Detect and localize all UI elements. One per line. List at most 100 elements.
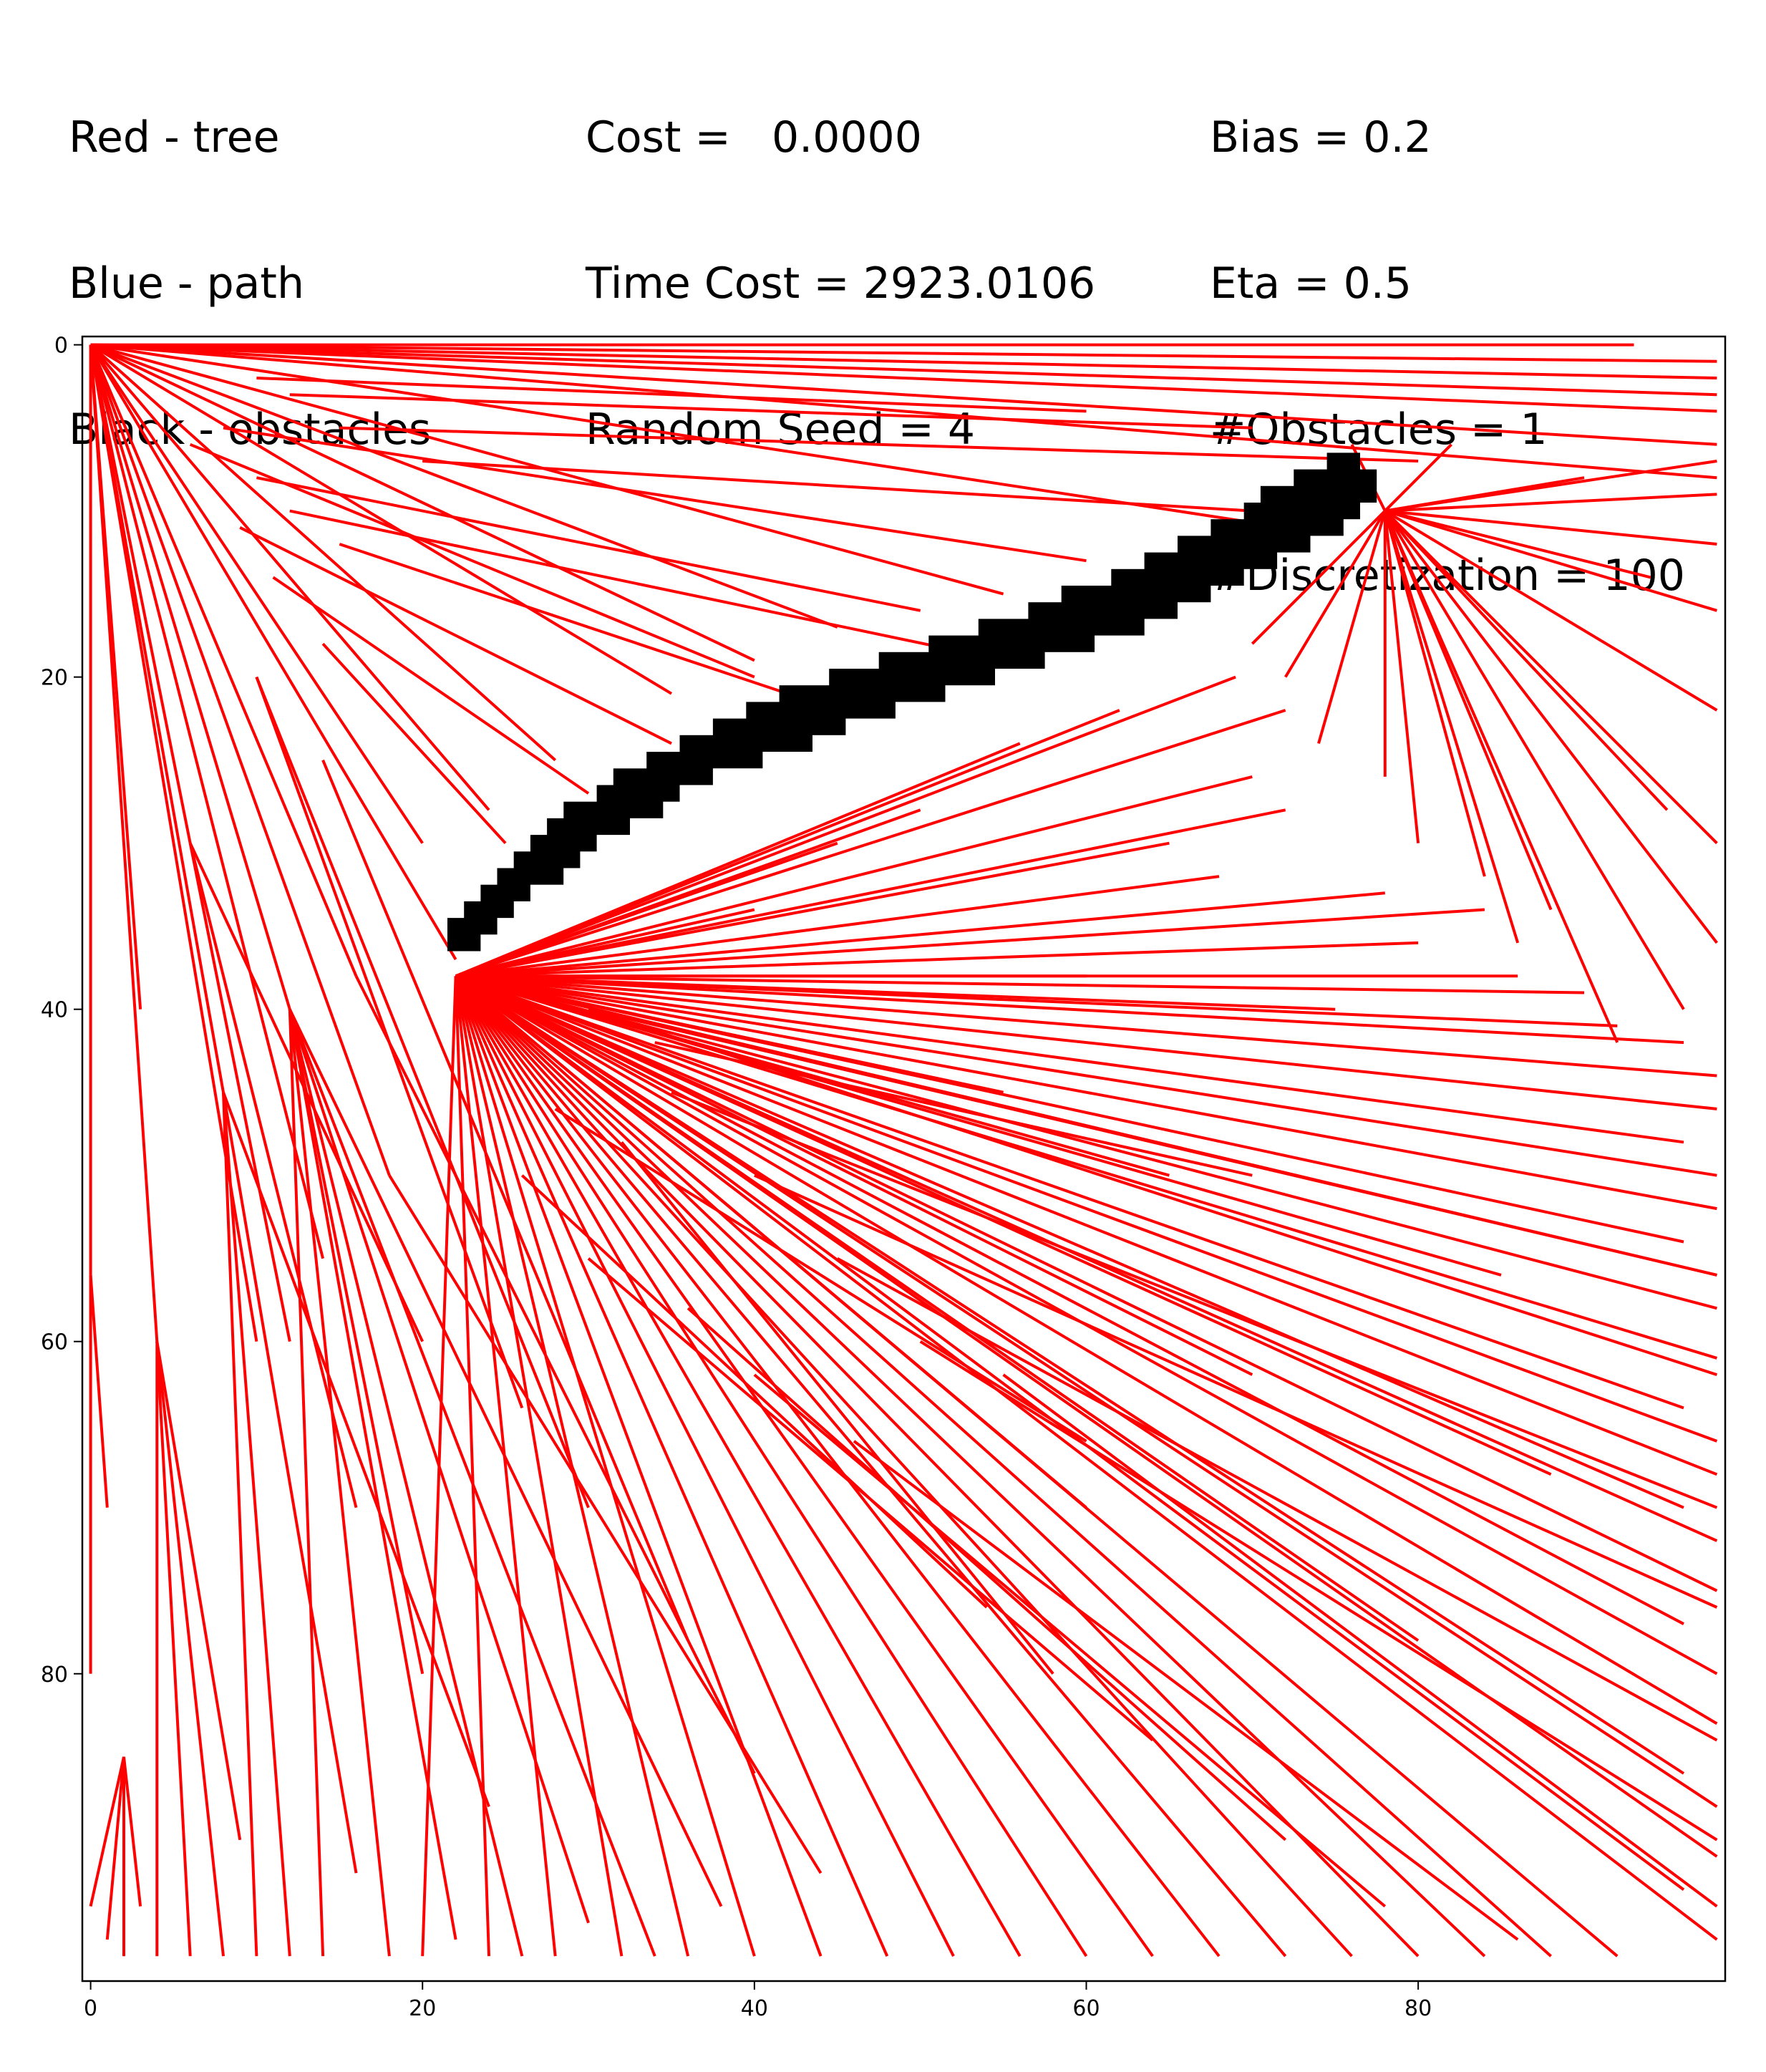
tree-edge xyxy=(255,676,590,1509)
tree-edge xyxy=(89,344,457,961)
tree-edge xyxy=(89,344,424,844)
tree-edge xyxy=(189,442,755,679)
axes-frame xyxy=(81,335,1727,1983)
tree-edge xyxy=(455,974,1718,1476)
tree-edge xyxy=(455,974,1685,1892)
tree-edge xyxy=(455,974,1253,1376)
tree-edge xyxy=(454,975,756,1957)
x-tick-label: 20 xyxy=(409,1996,436,2021)
tree-edge xyxy=(836,1257,1718,1742)
y-tick-label: 0 xyxy=(54,334,68,359)
tree-edges xyxy=(89,343,1718,1957)
tree-edge xyxy=(455,974,1718,1809)
tree-edge xyxy=(1384,443,1452,513)
tree-edge xyxy=(222,1092,358,1874)
tree-edge xyxy=(455,974,1717,1110)
tree-edge xyxy=(288,1009,424,1675)
tree-edge xyxy=(455,974,1717,1078)
tree-edge xyxy=(455,974,1718,1592)
legend-path-label: Blue - path xyxy=(69,258,304,309)
tree-edge xyxy=(455,974,1486,1957)
cost-label: Cost = 0.0000 xyxy=(586,112,922,163)
tree-edge xyxy=(1383,510,1486,877)
y-tick-label: 40 xyxy=(41,998,68,1023)
tree-edge xyxy=(455,974,1684,1509)
axis-ticks: 0 20 40 60 80 0 20 40 60 80 xyxy=(41,334,1432,2021)
tree-edge xyxy=(455,974,1684,1625)
tree-edge xyxy=(1383,510,1420,843)
tree-edge xyxy=(455,974,1718,1443)
tree-edge xyxy=(90,343,1717,363)
tree-edge xyxy=(89,343,755,662)
tree-edge xyxy=(1317,510,1387,744)
tree-edge xyxy=(455,974,1717,1310)
tree-edge xyxy=(587,1257,1154,1742)
tree-edge xyxy=(454,975,1022,1957)
tree-edge xyxy=(454,976,557,1957)
tree-edge xyxy=(321,642,507,845)
tree-edge xyxy=(256,476,921,612)
tree-edge xyxy=(455,974,1585,994)
tree-edge xyxy=(753,1373,1387,1908)
tree-edge xyxy=(90,343,1717,397)
y-tick-label: 80 xyxy=(41,1662,68,1688)
tree-edge xyxy=(455,808,1286,978)
tree-edge xyxy=(455,974,1684,1144)
tree-edge xyxy=(89,344,192,844)
tree-edge xyxy=(89,344,358,977)
tree-edge xyxy=(89,344,490,811)
tree-edge xyxy=(455,891,1385,978)
tree-edge xyxy=(288,1009,325,1957)
tree-edge xyxy=(388,1174,823,1874)
tree-edge xyxy=(455,974,1684,1410)
tree-edge xyxy=(455,974,1684,1045)
tree-edge xyxy=(455,974,1717,1177)
tree-edge xyxy=(155,1341,225,1957)
tree-edge xyxy=(455,875,1220,978)
y-tick-label: 20 xyxy=(41,666,68,691)
tree-edge xyxy=(1384,493,1717,513)
tree-edge xyxy=(686,1307,1287,1841)
tree-edge xyxy=(89,1756,125,1907)
tree-edge xyxy=(89,344,391,1176)
eta-label: Eta = 0.5 xyxy=(1210,258,1412,309)
tree-edge xyxy=(1384,510,1718,944)
tree-edge xyxy=(919,1340,1718,1841)
tree-edge xyxy=(222,1092,258,1957)
tree-edge xyxy=(455,775,1253,978)
tree-edge xyxy=(455,841,838,978)
tree-edge xyxy=(1384,509,1717,612)
tree-edge xyxy=(654,1041,1253,1177)
tree-edge xyxy=(288,1009,391,1957)
tree-edge xyxy=(90,343,1286,529)
obstacle-cell xyxy=(1326,452,1360,486)
tree-edge xyxy=(455,908,755,978)
obstacles-count-label: #Obstacles = 1 xyxy=(1210,405,1548,455)
tree-edge xyxy=(455,974,1336,1011)
tree-edge xyxy=(1384,510,1718,845)
tree-edge xyxy=(455,709,1120,978)
tree-edge xyxy=(1383,510,1520,944)
tree-edge xyxy=(188,843,358,1509)
tree-edge xyxy=(455,974,1718,1941)
tree-edge xyxy=(155,1341,242,1841)
tree-edge xyxy=(454,975,624,1957)
tree-edge xyxy=(256,377,1087,413)
bias-label: Bias = 0.2 xyxy=(1210,112,1432,163)
tree-edge xyxy=(455,941,1419,978)
tree-edge xyxy=(454,975,1154,1957)
tree-edge xyxy=(188,843,291,1342)
tree-edge xyxy=(89,344,291,1010)
tree-edge xyxy=(454,975,1088,1957)
tree-edge xyxy=(455,975,1287,1957)
tree-edge xyxy=(455,841,1170,978)
tree-edge xyxy=(754,1173,1718,1609)
tree-edge xyxy=(520,1174,988,1609)
x-tick-label: 80 xyxy=(1404,1996,1432,2021)
tree-edge xyxy=(89,344,557,762)
tree-edge xyxy=(422,460,1253,513)
tree-edge xyxy=(222,1092,490,1808)
tree-edge xyxy=(454,975,889,1957)
tree-edge xyxy=(89,343,673,695)
